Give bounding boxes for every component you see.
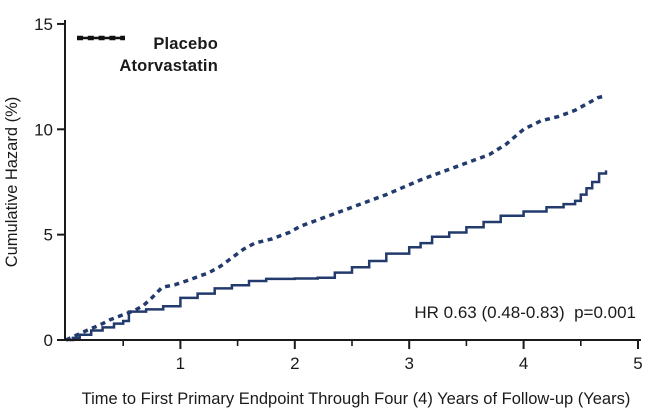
x-axis-title: Time to First Primary Endpoint Through F… [82,390,631,408]
placebo-curve [65,93,607,342]
legend-label-atorvastatin: Atorvastatin [119,56,218,75]
y-tick-label: 10 [34,120,53,139]
x-tick-label: 5 [633,354,642,373]
legend: Placebo Atorvastatin [64,33,218,77]
solid-line-icon [77,36,125,40]
y-tick-label: 0 [44,331,53,350]
y-tick-label: 5 [44,226,53,245]
x-tick-label: 3 [404,354,413,373]
hazard-ratio-annotation: HR 0.63 (0.48-0.83) p=0.001 [414,303,636,322]
legend-label-placebo: Placebo [153,34,218,53]
atorvastatin-curve [66,170,608,342]
y-tick-label: 15 [34,15,53,34]
y-axis-title: Cumulative Hazard (%) [3,97,21,268]
x-tick-label: 4 [519,354,528,373]
legend-item-atorvastatin: Atorvastatin [64,36,218,77]
x-tick-label: 2 [290,354,299,373]
x-tick-label: 1 [176,354,185,373]
